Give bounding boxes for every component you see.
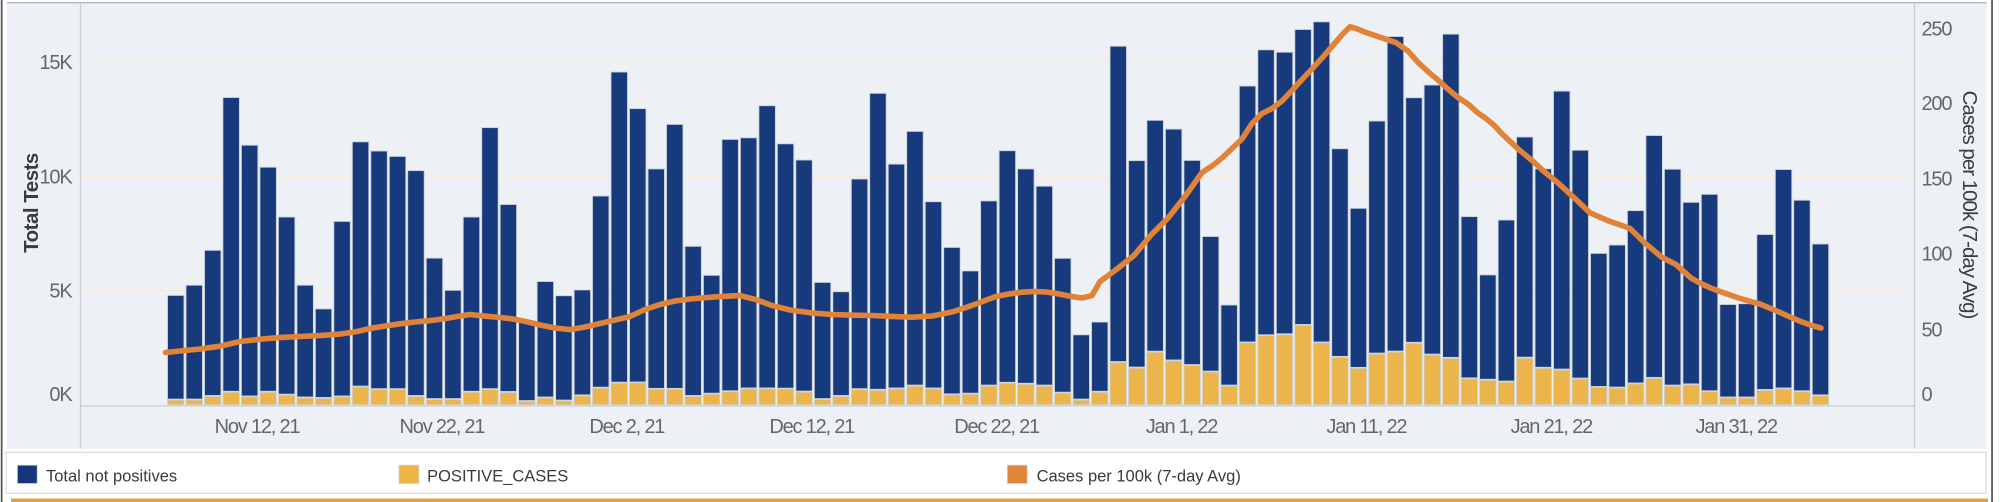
svg-text:15K: 15K <box>40 52 74 74</box>
svg-text:200: 200 <box>1922 93 1953 115</box>
svg-text:5K: 5K <box>49 281 73 303</box>
svg-text:Jan 1, 22: Jan 1, 22 <box>1146 416 1219 438</box>
svg-text:Dec 2, 21: Dec 2, 21 <box>589 416 665 438</box>
svg-text:POSITIVE_CASES: POSITIVE_CASES <box>427 468 568 486</box>
svg-text:150: 150 <box>1922 169 1953 191</box>
svg-text:Nov 12, 21: Nov 12, 21 <box>215 416 301 438</box>
svg-text:Jan 11, 22: Jan 11, 22 <box>1326 416 1407 438</box>
svg-text:Cases per 100k (7-day Avg): Cases per 100k (7-day Avg) <box>1037 468 1241 486</box>
svg-text:250: 250 <box>1922 18 1953 40</box>
svg-text:10K: 10K <box>40 166 74 188</box>
svg-text:0K: 0K <box>49 384 73 406</box>
svg-text:Nov 22, 21: Nov 22, 21 <box>400 416 486 438</box>
svg-text:0: 0 <box>1922 384 1933 406</box>
svg-text:50: 50 <box>1922 320 1943 342</box>
svg-text:Jan 31, 22: Jan 31, 22 <box>1695 416 1777 438</box>
svg-text:Jan 21, 22: Jan 21, 22 <box>1511 416 1593 438</box>
svg-text:100: 100 <box>1922 244 1953 266</box>
svg-text:Total not positives: Total not positives <box>46 468 177 486</box>
svg-text:Dec 12, 21: Dec 12, 21 <box>769 416 855 438</box>
svg-text:Total Tests: Total Tests <box>20 153 43 253</box>
svg-text:Cases per 100k (7-day Avg): Cases per 100k (7-day Avg) <box>1958 91 1981 319</box>
svg-text:Dec 22, 21: Dec 22, 21 <box>954 416 1040 438</box>
